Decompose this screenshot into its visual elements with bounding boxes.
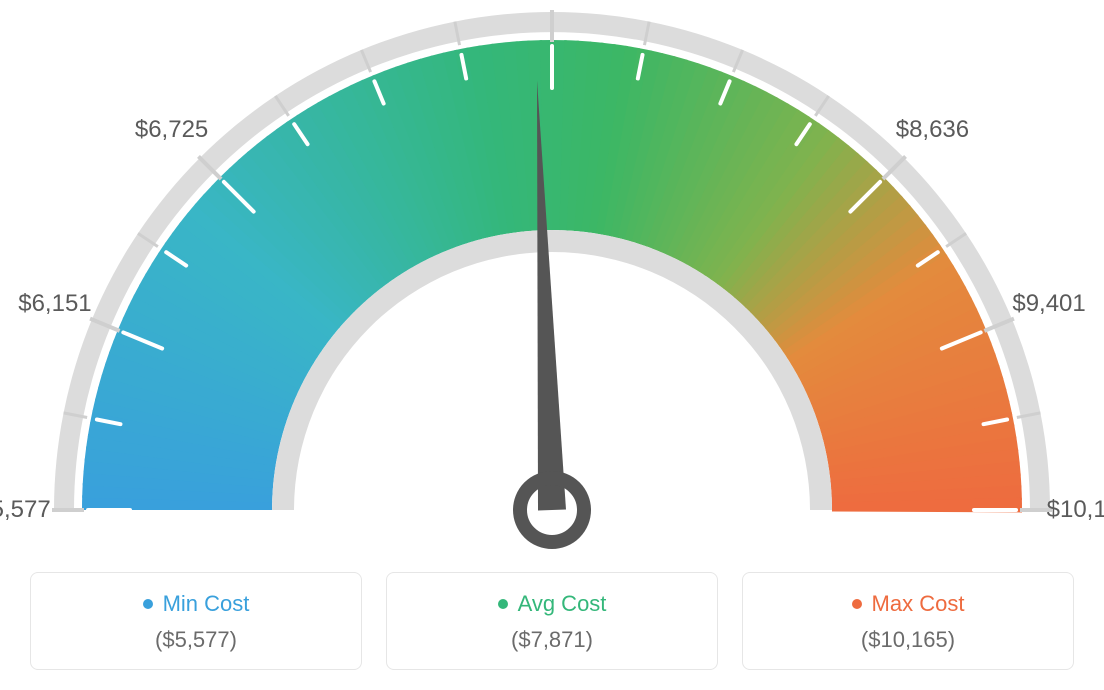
dot-icon xyxy=(498,599,508,609)
chart-container: $5,577$6,151$6,725$7,871$8,636$9,401$10,… xyxy=(0,0,1104,690)
legend-value: ($5,577) xyxy=(41,627,351,653)
dot-icon xyxy=(852,599,862,609)
legend-value: ($10,165) xyxy=(753,627,1063,653)
gauge-tick-labels: $5,577$6,151$6,725$7,871$8,636$9,401$10,… xyxy=(0,0,1104,560)
legend: Min Cost ($5,577) Avg Cost ($7,871) Max … xyxy=(30,572,1074,670)
legend-title-max: Max Cost xyxy=(852,591,965,617)
legend-title-avg: Avg Cost xyxy=(498,591,607,617)
legend-label: Min Cost xyxy=(163,591,250,617)
legend-label: Avg Cost xyxy=(518,591,607,617)
gauge: $5,577$6,151$6,725$7,871$8,636$9,401$10,… xyxy=(0,0,1104,560)
gauge-tick-label: $9,401 xyxy=(1012,290,1085,318)
gauge-tick-label: $8,636 xyxy=(896,116,969,144)
dot-icon xyxy=(143,599,153,609)
gauge-tick-label: $6,151 xyxy=(18,290,91,318)
gauge-tick-label: $10,165 xyxy=(1047,496,1104,524)
legend-value: ($7,871) xyxy=(397,627,707,653)
legend-card-max: Max Cost ($10,165) xyxy=(742,572,1074,670)
gauge-tick-label: $6,725 xyxy=(135,116,208,144)
legend-label: Max Cost xyxy=(872,591,965,617)
legend-title-min: Min Cost xyxy=(143,591,250,617)
legend-card-avg: Avg Cost ($7,871) xyxy=(386,572,718,670)
gauge-tick-label: $5,577 xyxy=(0,496,51,524)
legend-card-min: Min Cost ($5,577) xyxy=(30,572,362,670)
